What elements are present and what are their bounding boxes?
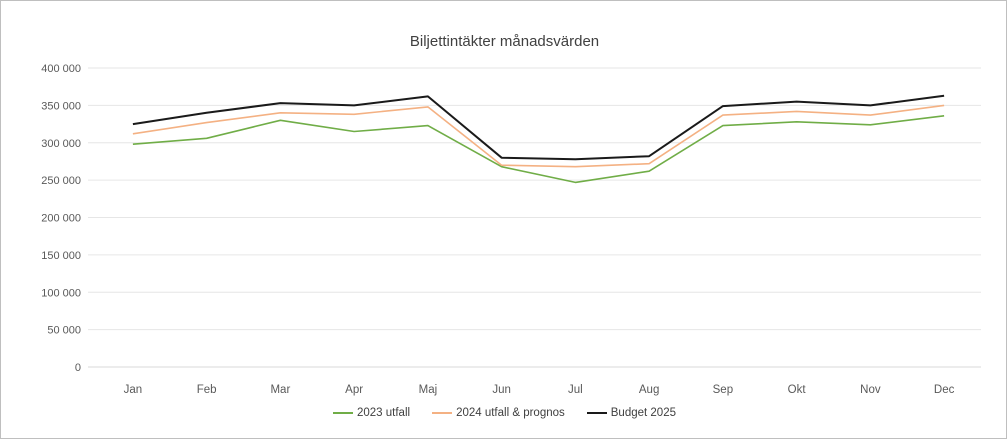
- chart-legend: 2023 utfall 2024 utfall & prognos Budget 2…: [1, 407, 1007, 419]
- y-tick-label: 150 000: [41, 250, 81, 262]
- y-tick-label: 300 000: [41, 138, 81, 150]
- series-line: [133, 116, 944, 183]
- x-tick-label: Jul: [568, 384, 583, 396]
- x-tick-label: Aug: [639, 384, 659, 396]
- y-tick-label: 350 000: [41, 100, 81, 112]
- y-tick-label: 250 000: [41, 175, 81, 187]
- legend-label: 2023 utfall: [357, 407, 410, 419]
- y-tick-label: 400 000: [41, 63, 81, 75]
- x-tick-label: Mar: [270, 384, 290, 396]
- x-tick-label: Apr: [345, 384, 363, 396]
- x-tick-label: Nov: [860, 384, 881, 396]
- legend-label: 2024 utfall & prognos: [456, 407, 565, 419]
- x-tick-label: Jan: [124, 384, 143, 396]
- legend-swatch: [333, 412, 353, 414]
- y-tick-label: 50 000: [47, 325, 81, 337]
- x-tick-label: Feb: [197, 384, 217, 396]
- y-tick-label: 200 000: [41, 213, 81, 225]
- legend-item: 2023 utfall: [333, 407, 410, 419]
- legend-item: 2024 utfall & prognos: [432, 407, 565, 419]
- legend-swatch: [432, 412, 452, 414]
- x-tick-label: Sep: [713, 384, 733, 396]
- legend-swatch: [587, 412, 607, 414]
- legend-item: Budget 2025: [587, 407, 676, 419]
- legend-label: Budget 2025: [611, 407, 676, 419]
- y-tick-label: 0: [75, 362, 81, 374]
- x-tick-label: Jun: [492, 384, 511, 396]
- x-tick-label: Dec: [934, 384, 955, 396]
- x-tick-label: Okt: [788, 384, 807, 396]
- y-tick-label: 100 000: [41, 287, 81, 299]
- x-tick-label: Maj: [419, 384, 438, 396]
